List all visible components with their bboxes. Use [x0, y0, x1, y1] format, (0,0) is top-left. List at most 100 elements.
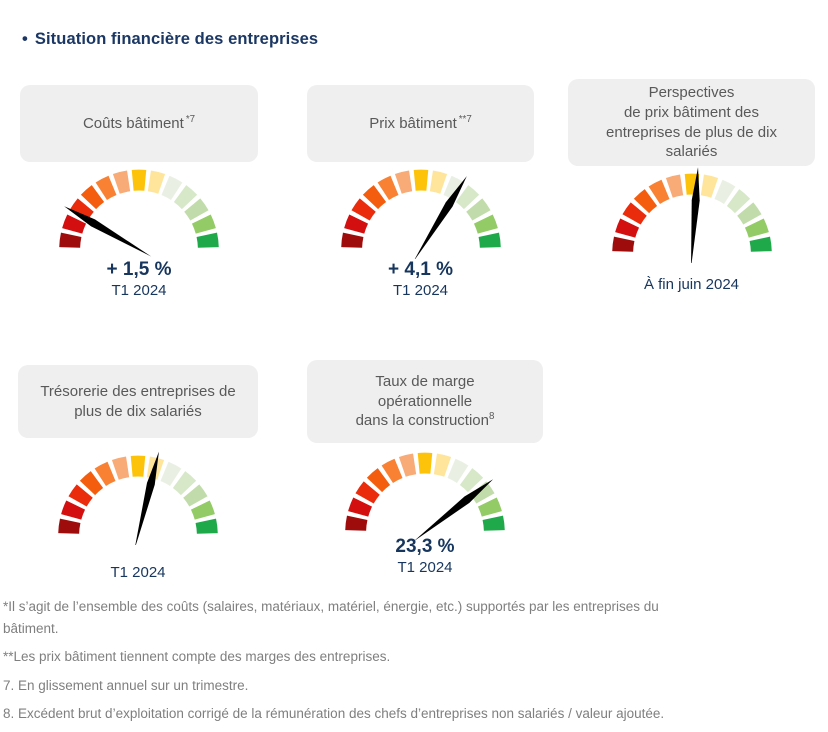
- gauge-tresorerie: [58, 451, 218, 545]
- gauge-segment: [94, 461, 116, 487]
- gauge-segment: [700, 174, 718, 198]
- gauge-segment: [648, 179, 669, 205]
- gauge-taux-de-marge: [345, 452, 505, 542]
- footnote-prices: **Les prix bâtiment tiennent compte des …: [3, 649, 391, 665]
- gauge-segment: [345, 515, 368, 531]
- gauge-needle: [690, 167, 700, 263]
- gauge-needle: [412, 176, 467, 259]
- card-couts-batiment: Coûts bâtiment *7 + 1,5 % T1 2024: [20, 85, 258, 300]
- gauge-segment: [726, 189, 750, 214]
- card-taux-de-marge: Taux de marge opérationnelle dans la con…: [307, 360, 543, 577]
- gauge-segment: [447, 458, 469, 484]
- gauge-segment: [665, 174, 683, 198]
- card-title-sup: 8: [488, 411, 495, 423]
- gauge-segment: [398, 453, 417, 477]
- gauge-needle: [413, 479, 494, 542]
- gauge-segment: [112, 170, 131, 194]
- gauge-segment: [348, 497, 373, 517]
- page-title: • Situation financière des entreprises: [22, 30, 318, 49]
- card-tresorerie: Trésorerie des entreprises de plus de di…: [18, 365, 258, 583]
- footnote-7: 7. En glissement annuel sur un trimestre…: [3, 677, 249, 693]
- card-header-couts-batiment: Coûts bâtiment *7: [20, 85, 258, 162]
- gauge-segment: [377, 175, 398, 201]
- card-title-line: dans la construction8: [355, 411, 495, 430]
- gauge-segment: [355, 481, 380, 504]
- gauge-segment: [130, 455, 146, 477]
- card-title-line: Perspectives: [648, 83, 735, 101]
- gauge-couts-batiment: [59, 169, 219, 257]
- footnotes: *Il s’agit de l’ensemble des coûts (sala…: [3, 596, 715, 732]
- gauge-segment: [183, 484, 208, 507]
- gauge-segment: [455, 185, 479, 210]
- gauge-segment: [350, 198, 376, 221]
- card-header-tresorerie: Trésorerie des entreprises de plus de di…: [18, 365, 258, 438]
- card-title-line: Trésorerie des entreprises de: [40, 382, 236, 400]
- gauge-segment: [470, 481, 495, 504]
- gauge-value: + 4,1 %: [388, 259, 453, 280]
- gauge-period: T1 2024: [392, 281, 449, 299]
- card-header-prix-batiment: Prix bâtiment **7: [307, 85, 534, 162]
- footnote-costs: *Il s’agit de l’ensemble des coûts (sala…: [3, 599, 659, 636]
- gauge-needle: [64, 206, 152, 257]
- card-title: Coûts bâtiment *7: [82, 113, 196, 132]
- gauge-period: T1 2024: [110, 564, 166, 581]
- gauge-segment: [478, 232, 501, 248]
- gauge-period: T1 2024: [397, 558, 453, 576]
- gauge-segment: [79, 471, 104, 496]
- card-title-line: plus de dix salariés: [74, 402, 202, 420]
- page-title-text: Situation financière des entreprises: [34, 30, 319, 48]
- footnote-8: 8. Excédent brut d’exploitation corrigé …: [3, 706, 665, 722]
- gauge-segment: [340, 232, 363, 248]
- gauge-segment: [362, 185, 386, 210]
- gauge-segment: [744, 218, 769, 238]
- gauge-segment: [62, 214, 87, 234]
- gauge-segment: [160, 461, 182, 487]
- gauge-segment: [111, 456, 130, 480]
- gauge-segment: [413, 169, 428, 191]
- card-title-line: de prix bâtiment des: [623, 103, 760, 121]
- card-title-sup: *7: [185, 113, 196, 125]
- gauge-segment: [196, 232, 219, 248]
- gauge-segment: [147, 170, 166, 194]
- card-title-line: entreprises de plus de dix: [606, 123, 777, 141]
- gauge-segment: [381, 458, 403, 484]
- gauge-segment: [714, 179, 735, 205]
- gauge-segment: [429, 170, 447, 194]
- gauge-segment: [191, 214, 216, 234]
- gauge-segment: [95, 175, 117, 201]
- gauge-segment: [621, 202, 647, 225]
- gauge-segment: [68, 484, 93, 507]
- gauge-segment: [459, 468, 484, 493]
- gauge-segment: [443, 175, 464, 201]
- gauge-segment: [184, 198, 209, 221]
- card-header-taux-de-marge: Taux de marge opérationnelle dans la con…: [307, 360, 543, 443]
- gauge-segment: [366, 468, 391, 493]
- gauge-segment: [80, 185, 105, 210]
- gauge-segment: [161, 175, 183, 201]
- gauge-segment: [343, 214, 368, 234]
- gauge-segment: [190, 500, 215, 520]
- gauge-segment: [736, 202, 762, 225]
- card-title: Prix bâtiment **7: [369, 113, 472, 132]
- card-title-line: opérationnelle: [377, 392, 473, 410]
- gauge-segment: [749, 236, 772, 252]
- gauge-segment: [477, 497, 502, 517]
- gauge-segment: [59, 232, 82, 248]
- gauge-segment: [417, 452, 433, 474]
- gauge-segment: [394, 170, 412, 194]
- gauge-period: À fin juin 2024: [643, 276, 740, 293]
- card-title-sup: **7: [458, 113, 472, 125]
- gauge-prix-batiment: [340, 169, 501, 259]
- gauge-segment: [465, 198, 491, 221]
- gauge-segment: [131, 169, 147, 191]
- card-header-perspectives-prix: Perspectives de prix bâtiment des entrep…: [568, 79, 815, 166]
- gauge-value: 23,3 %: [395, 536, 455, 557]
- gauge-value: + 1,5 %: [106, 259, 172, 280]
- gauge-segment: [58, 518, 81, 534]
- title-bullet-icon: •: [22, 30, 28, 48]
- card-perspectives-prix: Perspectives de prix bâtiment des entrep…: [568, 79, 815, 295]
- card-title-line: salariés: [665, 143, 718, 161]
- gauge-needle: [134, 451, 159, 545]
- gauge-segment: [61, 500, 86, 520]
- gauge-segment: [611, 236, 634, 252]
